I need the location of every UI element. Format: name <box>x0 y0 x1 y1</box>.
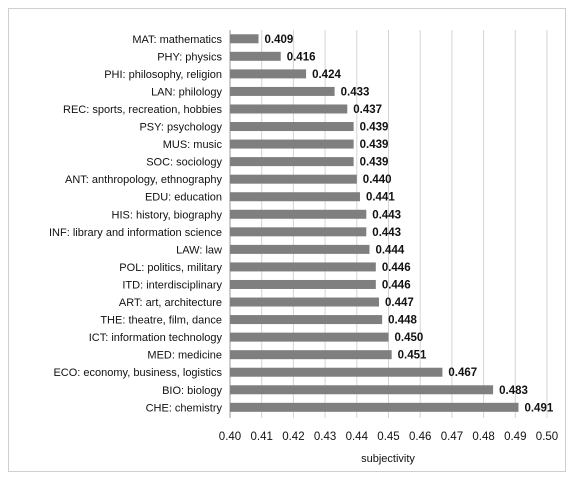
category-label: THE: theatre, film, dance <box>100 315 222 327</box>
category-label: HIS: history, biography <box>112 209 223 221</box>
bar <box>230 279 376 289</box>
x-tick-label: 0.41 <box>251 431 273 443</box>
x-tick-label: 0.40 <box>219 431 241 443</box>
x-tick-label: 0.50 <box>536 431 558 443</box>
bar <box>230 122 354 132</box>
value-label: 0.441 <box>366 192 395 204</box>
bar <box>230 350 392 360</box>
value-label: 0.439 <box>360 122 389 134</box>
category-label: MED: medicine <box>147 350 222 362</box>
category-label: ANT: anthropology, ethnography <box>65 174 222 186</box>
category-label: MUS: music <box>163 139 223 151</box>
bar <box>230 227 367 237</box>
value-label: 0.491 <box>524 402 553 414</box>
value-label: 0.440 <box>363 174 392 186</box>
bar <box>230 297 379 307</box>
category-label: EDU: education <box>145 192 222 204</box>
category-label: PHY: physics <box>157 51 222 63</box>
chart-frame <box>8 8 566 472</box>
value-label: 0.447 <box>385 297 414 309</box>
value-label: 0.416 <box>287 51 316 63</box>
x-tick-labels: 0.40 0.41 0.42 0.43 0.44 0.45 0.46 0.47 0.48 0.49… <box>219 431 558 443</box>
bar <box>230 51 281 61</box>
value-label: 0.424 <box>312 69 341 81</box>
bar <box>230 86 335 96</box>
value-label: 0.450 <box>395 332 424 344</box>
x-tick-label: 0.42 <box>282 431 304 443</box>
x-tick-label: 0.43 <box>314 431 336 443</box>
category-label: PHI: philosophy, religion <box>104 69 222 81</box>
bar <box>230 174 357 184</box>
value-label: 0.439 <box>360 139 389 151</box>
bar <box>230 157 354 167</box>
value-label: 0.433 <box>341 86 370 98</box>
value-label: 0.409 <box>265 34 294 46</box>
value-label: 0.467 <box>448 367 477 379</box>
bar <box>230 367 443 377</box>
category-label: POL: politics, military <box>119 262 222 274</box>
category-label: ICT: information technology <box>89 332 223 344</box>
category-label: MAT: mathematics <box>132 34 222 46</box>
category-label: CHE: chemistry <box>146 402 223 414</box>
value-label: 0.483 <box>499 385 528 397</box>
x-tick-label: 0.46 <box>409 431 431 443</box>
x-tick-label: 0.47 <box>441 431 463 443</box>
category-label: LAW: law <box>176 244 222 256</box>
x-tick-label: 0.48 <box>472 431 494 443</box>
value-label: 0.446 <box>382 279 411 291</box>
x-tick-label: 0.49 <box>504 431 526 443</box>
value-label: 0.448 <box>388 315 417 327</box>
category-label: ITD: interdisciplinary <box>122 279 222 291</box>
x-tick-label: 0.44 <box>346 431 369 443</box>
bar <box>230 34 259 44</box>
bar <box>230 139 354 149</box>
category-labels: MAT: mathematics PHY: physics PHI: philoso… <box>49 34 223 415</box>
bar <box>230 104 348 114</box>
category-label: INF: library and information science <box>49 227 222 239</box>
bar <box>230 262 376 272</box>
value-label: 0.437 <box>353 104 382 116</box>
bar <box>230 209 367 219</box>
category-label: REC: sports, recreation, hobbies <box>63 104 222 116</box>
category-label: BIO: biology <box>162 385 222 397</box>
category-label: ART: art, architecture <box>119 297 222 309</box>
value-label: 0.451 <box>398 350 427 362</box>
value-label: 0.446 <box>382 262 411 274</box>
bar <box>230 244 370 254</box>
category-label: SOC: sociology <box>146 157 222 169</box>
category-label: ECO: economy, business, logistics <box>53 367 222 379</box>
category-label: LAN: philology <box>151 86 222 98</box>
bars <box>230 34 519 412</box>
bar <box>230 315 383 325</box>
value-label: 0.444 <box>375 244 404 256</box>
bar <box>230 385 494 395</box>
value-label: 0.439 <box>360 157 389 169</box>
value-label: 0.443 <box>372 227 401 239</box>
x-axis-label: subjectivity <box>361 453 415 465</box>
bar <box>230 69 307 79</box>
x-tick-label: 0.45 <box>377 431 399 443</box>
value-label: 0.443 <box>372 209 401 221</box>
bar <box>230 402 519 412</box>
bar <box>230 332 389 342</box>
bar <box>230 192 360 202</box>
category-label: PSY: psychology <box>139 122 222 134</box>
